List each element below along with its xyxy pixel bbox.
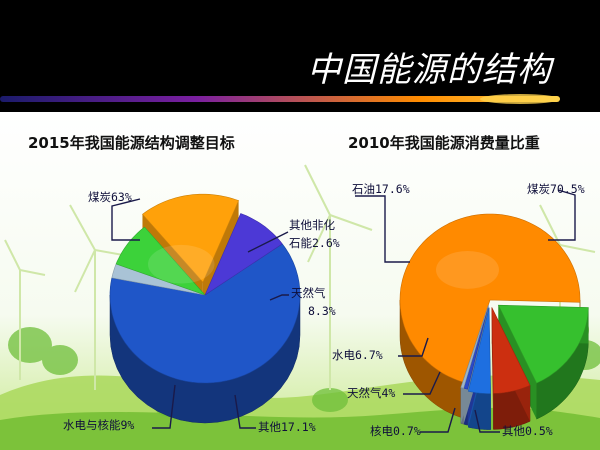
- ground-front: [0, 407, 600, 450]
- chart-title-2015: 2015年我国能源结构调整目标: [28, 134, 235, 152]
- label-oil-2010: 石油17.6%: [352, 182, 410, 196]
- label-coal-2010: 煤炭70.5%: [527, 182, 585, 196]
- label-hydro-2010: 水电6.7%: [332, 348, 383, 362]
- leader-line-8: [403, 371, 441, 395]
- leader-line-9: [420, 407, 456, 433]
- pie-slice-煤炭: [399, 213, 581, 383]
- pie-slice-煤炭: [109, 243, 301, 384]
- label-hydro-nuclear-2015: 水电与核能9%: [63, 418, 135, 432]
- label-nuclear-2010: 核电0.7%: [370, 424, 421, 438]
- leader-line-7: [398, 337, 429, 357]
- leader-line-4: [152, 384, 176, 429]
- label-other-2015: 其他17.1%: [258, 420, 316, 434]
- label-non-fossil-2015-line1: 其他非化: [289, 218, 335, 232]
- leader-line-6: [355, 195, 410, 263]
- leader-lines: [111, 189, 576, 433]
- leader-line-0: [111, 198, 141, 241]
- pie-chart-0: [109, 193, 301, 424]
- pie-gloss: [148, 244, 215, 284]
- pie-slice-石油: [497, 304, 589, 384]
- banner-glow: [480, 94, 560, 104]
- pie-slice-其他非化石能: [111, 263, 206, 296]
- pie-slice-天然气: [467, 307, 492, 394]
- slide-title: 中国能源的结构: [307, 50, 552, 90]
- leader-line-2: [269, 294, 289, 301]
- label-coal-2015: 煤炭63%: [88, 190, 132, 204]
- banner-stripe: [0, 96, 560, 102]
- label-gas-2010: 天然气4%: [347, 386, 396, 400]
- label-gas-2015-line2: 8.3%: [308, 304, 336, 318]
- chart-title-2010: 2010年我国能源消费量比重: [348, 134, 540, 152]
- pie-slice-天然气: [115, 226, 206, 296]
- leader-line-10: [474, 409, 500, 433]
- pie-slice-其他: [142, 193, 240, 283]
- pie-chart-1: [399, 213, 589, 430]
- label-non-fossil-2015-line2: 石能2.6%: [289, 236, 340, 250]
- leader-line-3: [234, 394, 256, 429]
- wind-turbines: [4, 164, 596, 390]
- label-gas-2015-line1: 天然气: [291, 286, 326, 300]
- pie-slice-其他: [460, 305, 489, 389]
- pie-gloss: [436, 250, 499, 289]
- pie-slice-水电与核能: [204, 213, 283, 296]
- pie-slice-水电: [491, 307, 531, 394]
- leader-line-5: [548, 189, 576, 241]
- label-other-2010: 其他0.5%: [502, 424, 553, 438]
- leader-line-1: [247, 231, 289, 253]
